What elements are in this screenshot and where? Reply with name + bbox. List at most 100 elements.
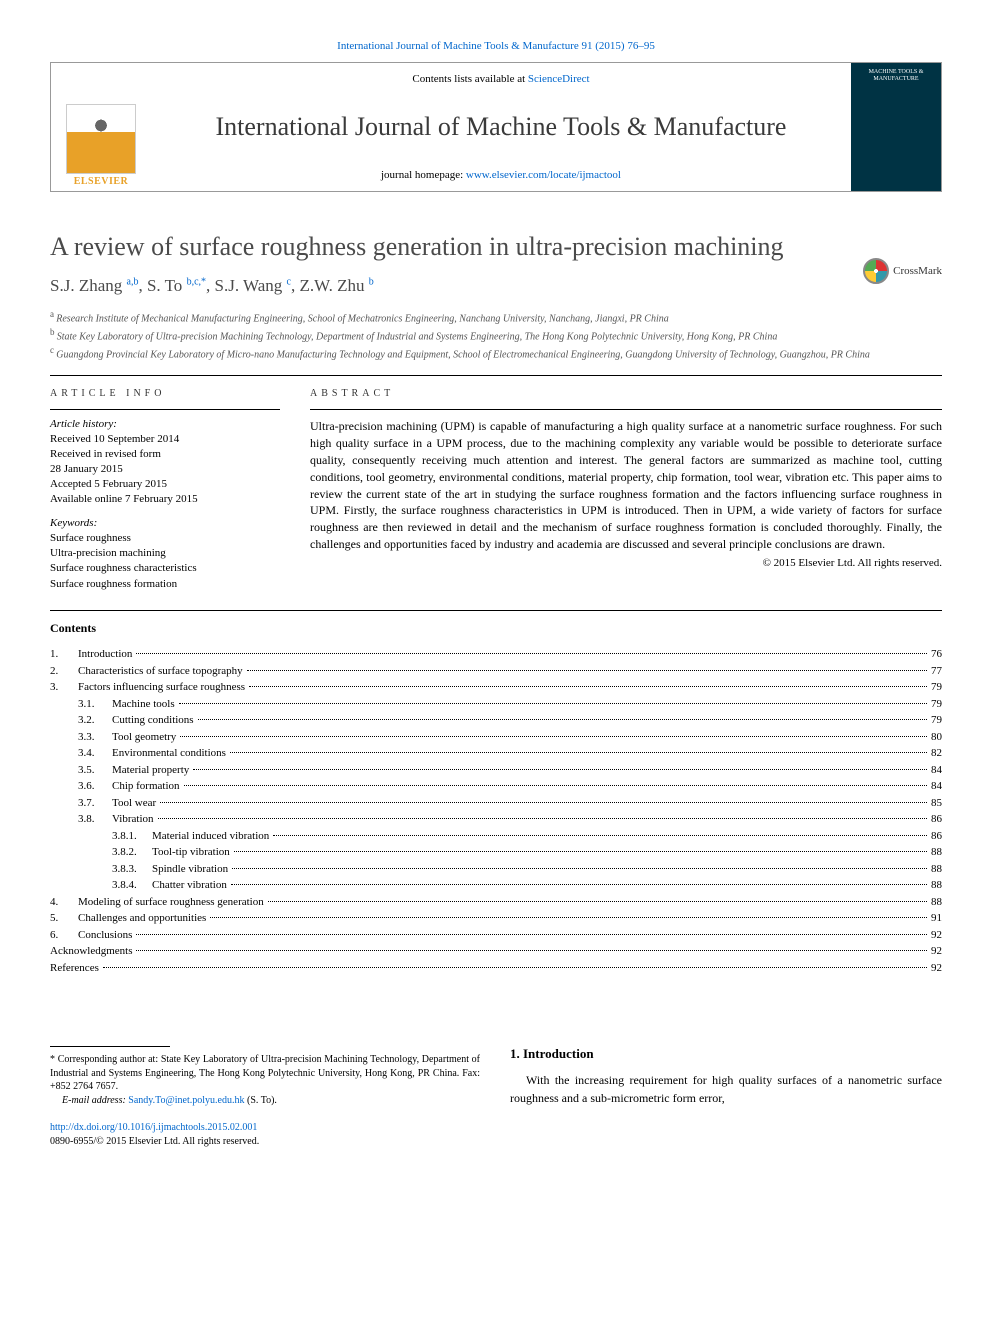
history-line: 28 January 2015	[50, 462, 280, 477]
crossmark-badge[interactable]: CrossMark	[863, 258, 942, 284]
toc-row[interactable]: 4.Modeling of surface roughness generati…	[50, 894, 942, 911]
toc-dots	[198, 719, 927, 720]
corr-email-link[interactable]: Sandy.To@inet.polyu.edu.hk	[128, 1095, 244, 1106]
intro-paragraph: With the increasing requirement for high…	[510, 1072, 942, 1107]
toc-dots	[184, 785, 927, 786]
toc-page: 88	[931, 861, 942, 878]
toc-dots	[136, 934, 927, 935]
toc-row[interactable]: 3.6.Chip formation 84	[50, 778, 942, 795]
toc-row[interactable]: 6.Conclusions 92	[50, 927, 942, 944]
toc-row[interactable]: 3.8.2.Tool-tip vibration 88	[50, 844, 942, 861]
doi-link[interactable]: http://dx.doi.org/10.1016/j.ijmachtools.…	[50, 1122, 257, 1133]
toc-page: 82	[931, 745, 942, 762]
toc-row[interactable]: 3.1.Machine tools 79	[50, 696, 942, 713]
toc-row[interactable]: 5.Challenges and opportunities 91	[50, 910, 942, 927]
corresponding-author-note: * Corresponding author at: State Key Lab…	[50, 1053, 480, 1094]
affiliation-line: b State Key Laboratory of Ultra-precisio…	[50, 326, 942, 344]
toc-page: 91	[931, 910, 942, 927]
toc-row[interactable]: 3.8.Vibration 86	[50, 811, 942, 828]
toc-number: 4.	[50, 894, 78, 911]
toc-dots	[247, 670, 927, 671]
toc-page: 88	[931, 844, 942, 861]
history-block: Received 10 September 2014Received in re…	[50, 432, 280, 506]
author-name: Z.W. Zhu	[299, 276, 368, 295]
toc-row[interactable]: 3.2.Cutting conditions 79	[50, 712, 942, 729]
email-line: E-mail address: Sandy.To@inet.polyu.edu.…	[50, 1094, 480, 1108]
toc-row[interactable]: 3.8.3.Spindle vibration 88	[50, 861, 942, 878]
toc-title: Challenges and opportunities	[78, 910, 206, 927]
affiliation-text: Research Institute of Mechanical Manufac…	[56, 313, 668, 324]
footer-right: 1. Introduction With the increasing requ…	[510, 1046, 942, 1148]
toc-dots	[180, 736, 927, 737]
author-name: S. To	[147, 276, 187, 295]
footer-left: * Corresponding author at: State Key Lab…	[50, 1046, 480, 1148]
toc-row[interactable]: Acknowledgments 92	[50, 943, 942, 960]
author-sup: b,c,*	[187, 276, 206, 287]
toc-row[interactable]: 3.4.Environmental conditions 82	[50, 745, 942, 762]
doi-block: http://dx.doi.org/10.1016/j.ijmachtools.…	[50, 1121, 480, 1148]
elsevier-label: ELSEVIER	[74, 176, 129, 187]
toc-title: Chatter vibration	[152, 877, 227, 894]
toc-row[interactable]: 1.Introduction 76	[50, 646, 942, 663]
keyword-line: Surface roughness	[50, 531, 280, 546]
toc-page: 92	[931, 960, 942, 977]
table-of-contents: 1.Introduction 762.Characteristics of su…	[50, 646, 942, 976]
article-info-heading: ARTICLE INFO	[50, 388, 280, 399]
homepage-link[interactable]: www.elsevier.com/locate/ijmactool	[466, 169, 621, 181]
toc-number: 3.8.2.	[112, 844, 152, 861]
toc-row[interactable]: 3.8.1.Material induced vibration 86	[50, 828, 942, 845]
toc-dots	[273, 835, 927, 836]
toc-number: 3.7.	[78, 795, 112, 812]
toc-dots	[160, 802, 927, 803]
toc-title: Spindle vibration	[152, 861, 228, 878]
toc-number: 5.	[50, 910, 78, 927]
toc-title: Modeling of surface roughness generation	[78, 894, 264, 911]
toc-dots	[103, 967, 927, 968]
toc-title: Tool geometry	[112, 729, 176, 746]
toc-row[interactable]: 2.Characteristics of surface topography …	[50, 663, 942, 680]
contents-available-line: Contents lists available at ScienceDirec…	[157, 73, 845, 85]
toc-title: Machine tools	[112, 696, 175, 713]
toc-row[interactable]: 3.Factors influencing surface roughness …	[50, 679, 942, 696]
abstract-heading: ABSTRACT	[310, 388, 942, 399]
toc-row[interactable]: 3.8.4.Chatter vibration 88	[50, 877, 942, 894]
affiliation-line: c Guangdong Provincial Key Laboratory of…	[50, 344, 942, 362]
keyword-line: Ultra-precision machining	[50, 546, 280, 561]
email-suffix: (S. To).	[244, 1095, 276, 1106]
toc-row[interactable]: 3.7.Tool wear 85	[50, 795, 942, 812]
toc-page: 84	[931, 762, 942, 779]
corr-marker: *	[50, 1054, 55, 1065]
citation-link[interactable]: International Journal of Machine Tools &…	[337, 40, 655, 52]
toc-title: Vibration	[112, 811, 154, 828]
toc-number: 3.8.3.	[112, 861, 152, 878]
toc-title: Chip formation	[112, 778, 180, 795]
toc-row[interactable]: References 92	[50, 960, 942, 977]
toc-page: 79	[931, 679, 942, 696]
toc-page: 92	[931, 943, 942, 960]
toc-title: Tool wear	[112, 795, 156, 812]
toc-page: 88	[931, 877, 942, 894]
sciencedirect-link[interactable]: ScienceDirect	[528, 73, 590, 85]
toc-title: Material induced vibration	[152, 828, 269, 845]
contents-heading: Contents	[50, 621, 942, 636]
toc-number: 3.1.	[78, 696, 112, 713]
toc-number: 3.8.	[78, 811, 112, 828]
toc-page: 84	[931, 778, 942, 795]
toc-row[interactable]: 3.3.Tool geometry 80	[50, 729, 942, 746]
elsevier-logo[interactable]: ELSEVIER	[51, 63, 151, 191]
toc-page: 86	[931, 828, 942, 845]
history-line: Accepted 5 February 2015	[50, 477, 280, 492]
affiliation-text: State Key Laboratory of Ultra-precision …	[57, 331, 778, 342]
toc-title: Characteristics of surface topography	[78, 663, 243, 680]
corr-text: Corresponding author at: State Key Labor…	[50, 1054, 480, 1092]
toc-title: Cutting conditions	[112, 712, 194, 729]
toc-title: Conclusions	[78, 927, 132, 944]
top-citation[interactable]: International Journal of Machine Tools &…	[50, 40, 942, 52]
toc-dots	[231, 884, 927, 885]
keyword-line: Surface roughness formation	[50, 577, 280, 592]
toc-row[interactable]: 3.5.Material property 84	[50, 762, 942, 779]
toc-number: 3.4.	[78, 745, 112, 762]
journal-cover-thumb[interactable]: MACHINE TOOLS & MANUFACTURE	[851, 63, 941, 191]
history-label: Article history:	[50, 418, 280, 430]
toc-dots	[158, 818, 928, 819]
